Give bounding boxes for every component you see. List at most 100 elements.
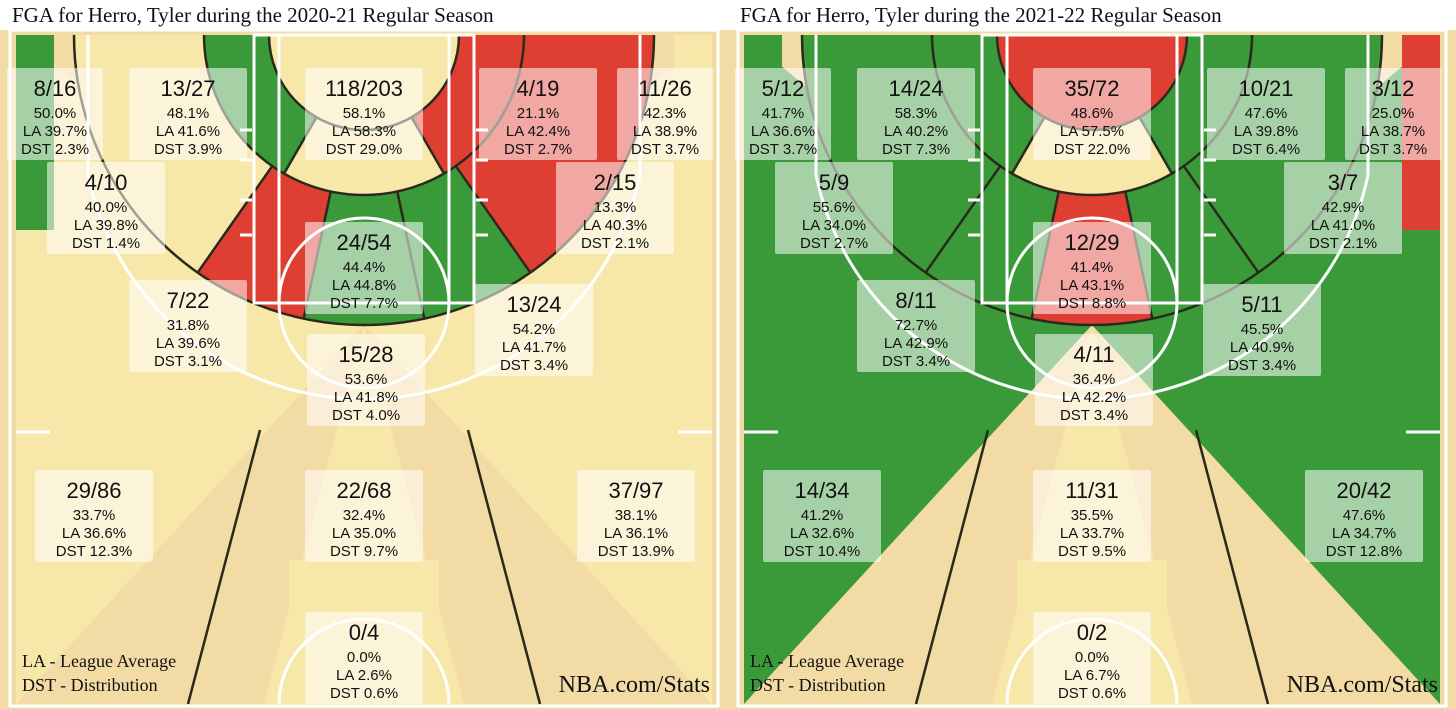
zone-label-mid_left_base: 14/24 58.3%LA 40.2%DST 7.3%: [857, 68, 975, 160]
zone-dst-text: DST 10.4%: [784, 543, 860, 560]
zone-dst-text: DST 7.3%: [882, 141, 950, 158]
zone-frac-text: 5/11: [1241, 292, 1282, 317]
zone-fg-text: 47.6%: [1245, 105, 1288, 122]
zone-frac-text: 11/31: [1065, 478, 1118, 503]
zone-frac-text: 8/11: [895, 288, 936, 313]
zone-la-text: LA 34.0%: [802, 217, 866, 234]
zone-label-left_corner: 5/12 41.7%LA 36.6%DST 3.7%: [735, 68, 831, 160]
legend-la: LA - League Average: [750, 651, 904, 671]
zone-frac-text: 20/42: [1336, 478, 1391, 503]
zone-dst-text: DST 7.7%: [330, 295, 398, 312]
label-box: [475, 284, 593, 376]
source-credit: NBA.com/Stats: [1287, 672, 1438, 698]
zone-fg-text: 38.1%: [615, 507, 658, 524]
zone-la-text: LA 39.7%: [23, 123, 87, 140]
source-credit: NBA.com/Stats: [559, 672, 710, 698]
zone-la-text: LA 42.4%: [506, 123, 570, 140]
zone-dst-text: DST 0.6%: [1058, 685, 1126, 702]
zone-label-three_right_wing: 20/42 47.6%LA 34.7%DST 12.8%: [1305, 470, 1423, 562]
label-box: [857, 280, 975, 372]
zone-fg-text: 47.6%: [1343, 507, 1386, 524]
label-box: [7, 68, 103, 160]
zone-frac-text: 35/72: [1064, 76, 1119, 101]
zone-right-elbow: [397, 166, 531, 319]
zone-dst-text: DST 12.3%: [56, 543, 132, 560]
zone-frac-text: 8/16: [34, 76, 77, 101]
zone-right-elbow: [1125, 166, 1259, 319]
zone-la-text: LA 41.0%: [1311, 217, 1375, 234]
zone-la-text: LA 43.1%: [1060, 277, 1124, 294]
label-box: [129, 68, 247, 160]
label-box: [129, 280, 247, 372]
zone-label-mid_right_base: 10/21 47.6%LA 39.8%DST 6.4%: [1207, 68, 1325, 160]
zone-fg-text: 48.6%: [1071, 105, 1114, 122]
zone-la-text: LA 39.6%: [156, 335, 220, 352]
zone-label-mid_right_wing: 3/7 42.9%LA 41.0%DST 2.1%: [1284, 162, 1402, 254]
zone-label-mid_left_wing: 5/9 55.6%LA 34.0%DST 2.7%: [775, 162, 893, 254]
zone-fg-text: 0.0%: [1075, 649, 1109, 666]
zone-dst-text: DST 0.6%: [330, 685, 398, 702]
label-box: [1345, 68, 1441, 160]
zone-la-text: LA 33.7%: [1060, 525, 1124, 542]
zone-dst-text: DST 3.4%: [1060, 407, 1128, 424]
zone-frac-text: 37/97: [608, 478, 663, 503]
label-box: [1203, 284, 1321, 376]
zone-dst-text: DST 2.7%: [800, 235, 868, 252]
label-box: [1035, 334, 1153, 426]
chart-title: FGA for Herro, Tyler during the 2020-21 …: [12, 3, 494, 27]
legend-dst: DST - Distribution: [22, 675, 158, 695]
label-box: [479, 68, 597, 160]
zone-label-left_elbow: 7/22 31.8%LA 39.6%DST 3.1%: [129, 280, 247, 372]
label-box: [305, 612, 423, 704]
shot-chart-2021-22: FGA for Herro, Tyler during the 2021-22 …: [728, 0, 1456, 709]
label-box: [775, 162, 893, 254]
zone-label-mid_right_wing: 2/15 13.3%LA 40.3%DST 2.1%: [556, 162, 674, 254]
zone-la-text: LA 36.1%: [604, 525, 668, 542]
label-box: [857, 68, 975, 160]
zone-label-mid_left_base: 13/27 48.1%LA 41.6%DST 3.9%: [129, 68, 247, 160]
zone-label-three_right_wing: 37/97 38.1%LA 36.1%DST 13.9%: [577, 470, 695, 562]
zone-la-text: LA 38.7%: [1361, 123, 1425, 140]
label-box: [305, 68, 423, 160]
zone-label-right_elbow: 13/24 54.2%LA 41.7%DST 3.4%: [475, 284, 593, 376]
zone-frac-text: 22/68: [336, 478, 391, 503]
zone-la-text: LA 6.7%: [1064, 667, 1120, 684]
zone-la-text: LA 39.8%: [1234, 123, 1298, 140]
zone-fg-text: 54.2%: [513, 321, 556, 338]
zone-label-ra: 35/72 48.6%LA 57.5%DST 22.0%: [1033, 68, 1151, 160]
zone-fg-text: 41.7%: [762, 105, 805, 122]
zone-la-text: LA 39.8%: [74, 217, 138, 234]
zone-frac-text: 13/24: [506, 292, 561, 317]
zone-la-text: LA 42.2%: [1062, 389, 1126, 406]
zone-label-paint: 24/54 44.4%LA 44.8%DST 7.7%: [305, 222, 423, 314]
zone-label-left_corner: 8/16 50.0%LA 39.7%DST 2.3%: [7, 68, 103, 160]
zone-divider: [196, 165, 274, 274]
zone-dst-text: DST 9.5%: [1058, 543, 1126, 560]
zone-fg-text: 0.0%: [347, 649, 381, 666]
zone-fg-text: 35.5%: [1071, 507, 1114, 524]
zone-frac-text: 118/203: [325, 76, 403, 101]
zone-frac-text: 4/10: [85, 170, 128, 195]
zone-la-text: LA 40.2%: [884, 123, 948, 140]
zone-divider: [914, 429, 990, 705]
zone-fg-text: 41.2%: [801, 507, 844, 524]
zone-fg-text: 41.4%: [1071, 259, 1114, 276]
label-box: [307, 334, 425, 426]
zone-la-text: LA 41.8%: [334, 389, 398, 406]
zone-la-text: LA 41.7%: [502, 339, 566, 356]
zone-frac-text: 14/24: [888, 76, 943, 101]
zone-la-text: LA 32.6%: [790, 525, 854, 542]
zone-fg-text: 48.1%: [167, 105, 210, 122]
label-box: [1033, 68, 1151, 160]
zone-fg-text: 55.6%: [813, 199, 856, 216]
zone-frac-text: 10/21: [1238, 76, 1293, 101]
zone-fg-text: 25.0%: [1372, 105, 1415, 122]
zone-fg-text: 31.8%: [167, 317, 210, 334]
zone-la-text: LA 57.5%: [1060, 123, 1124, 140]
label-box: [1033, 612, 1151, 704]
label-box: [577, 470, 695, 562]
chart-title: FGA for Herro, Tyler during the 2021-22 …: [740, 3, 1222, 27]
label-box: [1033, 222, 1151, 314]
zone-dst-text: DST 3.4%: [1228, 357, 1296, 374]
